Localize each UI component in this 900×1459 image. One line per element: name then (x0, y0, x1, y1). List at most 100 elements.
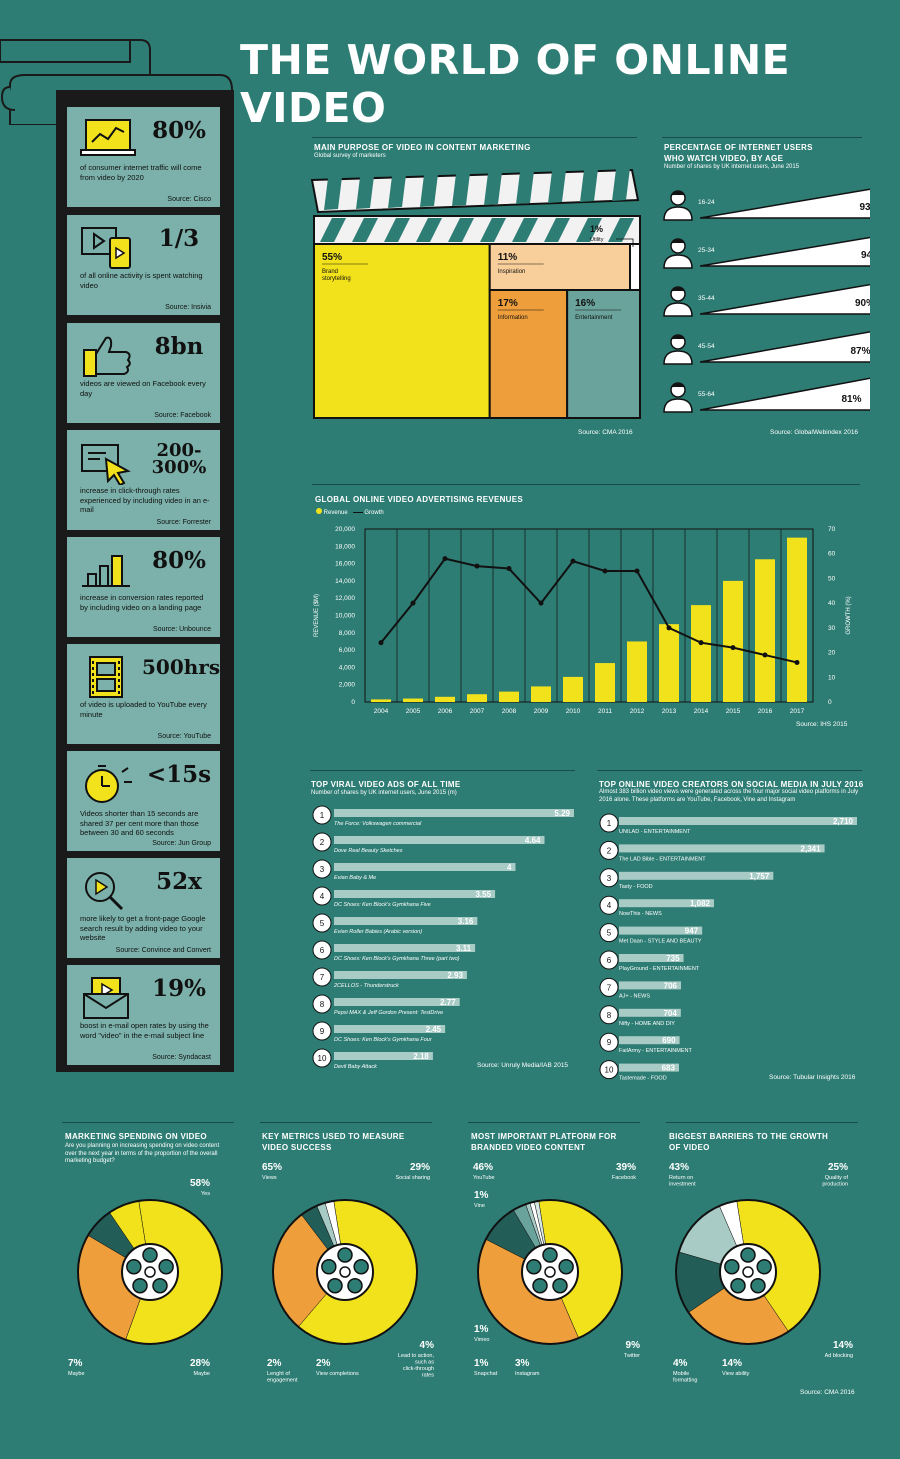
wheel-icon (121, 1243, 179, 1301)
stat-source: Source: YouTube (157, 733, 211, 740)
clapper-stripe (388, 175, 406, 208)
pie2-title: KEY METRICS USED TO MEASURE VIDEO SUCCES… (262, 1132, 405, 1152)
pie-slice-label: Maybe (193, 1371, 210, 1377)
x-tick-label: 2010 (566, 708, 581, 715)
clapper-stripe (548, 170, 566, 203)
age-bar (699, 283, 870, 315)
thumbs-up-icon (83, 336, 131, 377)
divider (666, 1122, 858, 1123)
pie1-title: MARKETING SPENDING ON VIDEO (65, 1132, 207, 1141)
revenue-bar (499, 691, 519, 702)
divider (260, 1122, 432, 1123)
pie-outline (77, 1199, 223, 1345)
clapper-stripe (452, 173, 470, 206)
pie-slice-label: click-through (403, 1366, 434, 1372)
wheel-hole (158, 1258, 174, 1275)
wheel-icon (521, 1243, 579, 1301)
treemap-rect (488, 243, 631, 291)
age-chart-source: Source: GlobalWebindex 2016 (770, 429, 859, 436)
y-tick-label: 0 (351, 699, 355, 706)
rank-badge (312, 967, 332, 987)
wheel-hole (740, 1247, 756, 1263)
legend-growth-label: Growth (364, 510, 384, 516)
pie-value: 3% (515, 1358, 530, 1369)
ranked-label: DC Shoes: Ken Block's Gymkhana Five (334, 902, 431, 908)
y2-tick-label: 70 (828, 526, 836, 533)
age-label: 55-64 (698, 391, 715, 398)
ranked-row: 1,757 3 Tasty - FOOD (599, 868, 774, 890)
person-icon (663, 238, 693, 269)
creators-subtitle: Almost 383 billion video views were gene… (599, 789, 859, 803)
ranked-value: 1,757 (749, 872, 770, 881)
clapper-stripe (576, 218, 602, 242)
ranked-label: FailArmy - ENTERTAINMENT (619, 1048, 692, 1054)
stat-panel: 80% increase in conversion rates reporte… (67, 537, 220, 637)
ranked-label: Pepsi MAX & Jeff Gordon Present: TestDri… (334, 1010, 443, 1016)
wheel-hole (142, 1247, 158, 1263)
pie-label: 7% Maybe (68, 1358, 85, 1377)
age-bar (699, 236, 870, 267)
wheel-hole (132, 1278, 148, 1294)
ranked-label: Devil Baby Attack (334, 1064, 377, 1070)
x-tick-label: 2009 (534, 708, 549, 715)
ranked-bar (619, 1063, 679, 1072)
wheel-hole (558, 1258, 574, 1275)
ranked-value: 3.16 (458, 917, 474, 926)
pie-charts: 58% Yes 28% Maybe 7% Maybe 65% Views 29% Social s… (68, 1162, 853, 1384)
divider (468, 1122, 640, 1123)
person-body (663, 254, 693, 269)
clapper-stripe (516, 171, 534, 204)
stat-source: Source: Insivia (165, 304, 211, 311)
growth-point (794, 659, 800, 665)
pie-label: 39% Facebook (612, 1162, 636, 1181)
ranked-label: DC Shoes: Ken Block's Gymkhana Four (334, 1037, 433, 1043)
rank-number: 9 (607, 1038, 612, 1047)
treemap-title: MAIN PURPOSE OF VIDEO IN CONTENT MARKETI… (314, 143, 531, 152)
revenue-bar (691, 605, 711, 702)
ranked-bar (619, 1036, 680, 1045)
age-chart-title: PERCENTAGE OF INTERNET USERS WHO WATCH V… (664, 143, 813, 163)
stat-description: of video is uploaded to YouTube every mi… (80, 700, 207, 719)
stat-description: of consumer internet traffic will come f… (80, 163, 202, 182)
person-body (663, 350, 693, 365)
ranked-label: Nifty - HOME AND DIY (619, 1021, 675, 1027)
wheel-icon (316, 1243, 374, 1301)
pie-slice-label: Twitter (624, 1353, 640, 1359)
pie-label: 1% Vine (474, 1190, 489, 1209)
pie-label: 4% Lead to action,such asclick-throughrat… (398, 1340, 435, 1379)
clapper-stripe (448, 218, 474, 242)
ranked-bar (334, 917, 478, 925)
rank-badge (599, 950, 619, 970)
revenue-bar (563, 676, 583, 702)
ranked-row: 683 10 Tastemade - FOOD (599, 1060, 679, 1081)
pie-label: 2% View completions (316, 1358, 359, 1377)
ranked-bar (334, 998, 460, 1006)
stat-description: boost in e-mail open rates by using the … (80, 1021, 209, 1040)
pie-label: 1% Snapchat (474, 1358, 498, 1377)
pie-label: 14% Ad blocking (825, 1340, 854, 1359)
pie-label: 28% Maybe (190, 1358, 210, 1377)
pie-slice-label: investment (669, 1182, 696, 1188)
treemap-value: 17% (498, 298, 518, 309)
wheel-hole (353, 1258, 369, 1275)
pie-label: 14% View ability (722, 1358, 750, 1377)
pie-value: 2% (316, 1358, 331, 1369)
pie-value: 14% (833, 1340, 853, 1351)
y-tick-label: 4,000 (339, 664, 356, 671)
revenue-chart: 0 2,000 4,000 6,000 8,000 10,000 12,000 14,000 1… (314, 526, 852, 715)
pie-value: 43% (669, 1162, 689, 1173)
stat-source: Source: Jun Group (152, 840, 211, 847)
y-tick-label: 18,000 (335, 543, 355, 550)
rank-badge (312, 1048, 332, 1068)
y2-tick-label: 20 (828, 650, 836, 657)
x-tick-label: 2017 (790, 708, 805, 715)
y-tick-label: 14,000 (335, 578, 355, 585)
pie-slice-label: Ad blocking (825, 1353, 853, 1359)
revenue-bar (723, 580, 743, 702)
ranked-value: 2.45 (426, 1025, 442, 1034)
pie-value: 1% (474, 1324, 489, 1335)
